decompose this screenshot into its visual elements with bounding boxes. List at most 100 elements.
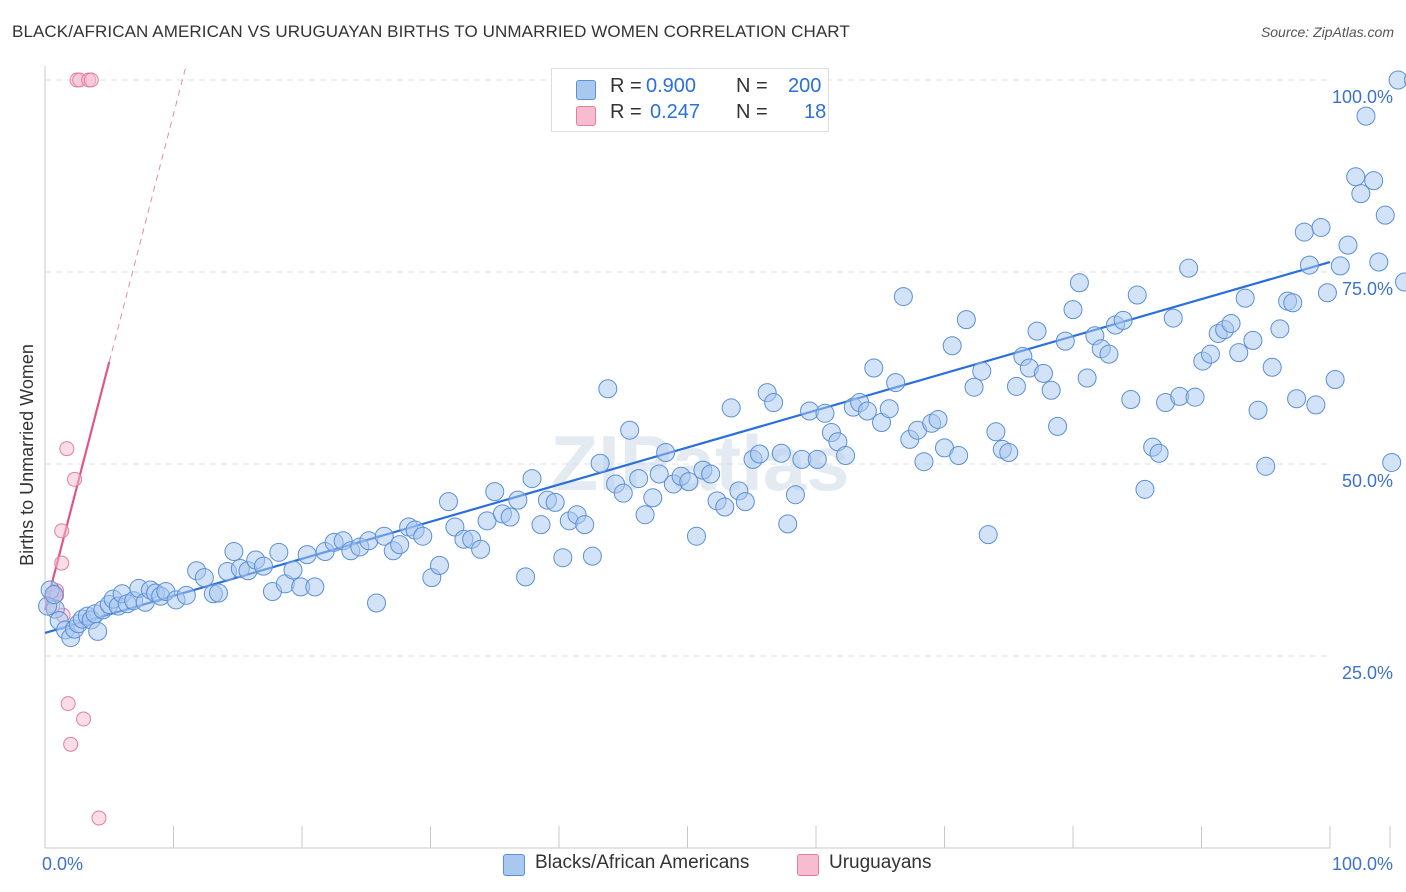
blacks-point (1270, 319, 1290, 339)
n-value: 200 (788, 75, 822, 97)
blacks-point (613, 483, 633, 503)
blacks-point (1299, 255, 1319, 275)
blacks-point (1375, 205, 1395, 225)
r-value: 0.247 (650, 101, 701, 123)
blacks-point (807, 449, 827, 469)
blacks-point (1127, 285, 1147, 305)
uruguayans-points (43, 72, 107, 826)
blacks-point (1325, 370, 1345, 390)
blacks-point (305, 577, 325, 597)
blacks-point (635, 505, 655, 525)
pink-swatch (576, 106, 596, 126)
blacks-point (701, 464, 721, 484)
blacks-point (1200, 344, 1220, 364)
y-tick-label: 100.0% (1332, 87, 1393, 107)
blacks-point (1356, 106, 1376, 126)
blacks-point (1311, 217, 1331, 237)
blacks-point (886, 373, 906, 393)
r-value: 0.900 (646, 75, 697, 97)
blacks-point (1077, 368, 1097, 388)
blacks-point (1006, 376, 1026, 396)
blacks-point (598, 379, 618, 399)
x-tick-label: 0.0% (42, 854, 83, 874)
blacks-point (956, 310, 976, 330)
blacks-point (1163, 308, 1183, 328)
blacks-point (522, 469, 542, 489)
uruguayans-point (54, 555, 70, 571)
n-label: N = (736, 75, 768, 97)
blacks-point (516, 567, 536, 587)
blacks-point (1351, 184, 1371, 204)
blacks-point (1121, 389, 1141, 409)
n-value: 18 (804, 101, 827, 123)
blacks-point (1317, 283, 1337, 303)
blacks-point (1113, 310, 1133, 330)
blacks-point (1364, 171, 1384, 191)
blue-legend-swatch (503, 854, 525, 876)
r-label: R = (610, 101, 642, 123)
blacks-point (590, 453, 610, 473)
blacks-point (1235, 288, 1255, 308)
blacks-point (545, 492, 565, 512)
blacks-point (749, 444, 769, 464)
blacks-point (620, 420, 640, 440)
uruguayans-point (59, 441, 75, 457)
pink-legend-swatch (797, 854, 819, 876)
blacks-point (485, 482, 505, 502)
blue-swatch (576, 80, 596, 100)
chart-title: BLACK/AFRICAN AMERICAN VS URUGUAYAN BIRT… (12, 22, 850, 41)
uruguayans-point (67, 471, 83, 487)
blacks-point (1388, 70, 1406, 90)
blacks-point (1382, 452, 1402, 472)
blacks-point (978, 525, 998, 545)
blacks-point (269, 542, 289, 562)
blacks-point (1369, 252, 1389, 272)
blacks-point (253, 556, 273, 576)
blacks-point (1048, 416, 1068, 436)
blacks-point (649, 464, 669, 484)
gridlines (45, 79, 1330, 657)
y-axis-label: Births to Unmarried Women (17, 344, 37, 566)
blacks-point (413, 526, 433, 546)
blacks-point (1330, 256, 1350, 276)
blacks-point (893, 287, 913, 307)
x-tick-labels: 0.0% 100.0% (42, 854, 1393, 874)
blacks-point (44, 585, 64, 605)
uruguayans-point (54, 523, 70, 539)
blacks-african-americans-points (38, 70, 1406, 648)
blacks-point (999, 442, 1019, 462)
blacks-point (857, 401, 877, 421)
blacks-point (1338, 235, 1358, 255)
blacks-point (582, 546, 602, 566)
uruguayans-point (60, 696, 76, 712)
blacks-point (1149, 443, 1169, 463)
blacks-point (575, 515, 595, 535)
blacks-point (374, 526, 394, 546)
r-label: R = (610, 75, 642, 97)
legend-label-blacks: Blacks/African Americans (535, 852, 750, 873)
blacks-point (1395, 272, 1406, 292)
blacks-point (1185, 387, 1205, 407)
blacks-point (771, 443, 791, 463)
blacks-point (629, 469, 649, 489)
blacks-point (1262, 357, 1282, 377)
blacks-point (836, 446, 856, 466)
axes (44, 66, 1391, 849)
blacks-point (1099, 344, 1119, 364)
blacks-point (735, 492, 755, 512)
blacks-point (785, 485, 805, 505)
blacks-point (1069, 273, 1089, 293)
n-label: N = (736, 101, 768, 123)
blacks-point (879, 399, 899, 419)
blacks-point (914, 452, 934, 472)
blacks-point (1063, 300, 1083, 320)
y-tick-label: 75.0% (1342, 279, 1393, 299)
blacks-point (1221, 313, 1241, 333)
blacks-point (208, 583, 228, 603)
source-label: Source: ZipAtlas.com (1260, 24, 1394, 40)
blacks-point (1256, 456, 1276, 476)
blacks-point (778, 514, 798, 534)
blacks-point (1055, 331, 1075, 351)
blacks-point (553, 548, 573, 568)
